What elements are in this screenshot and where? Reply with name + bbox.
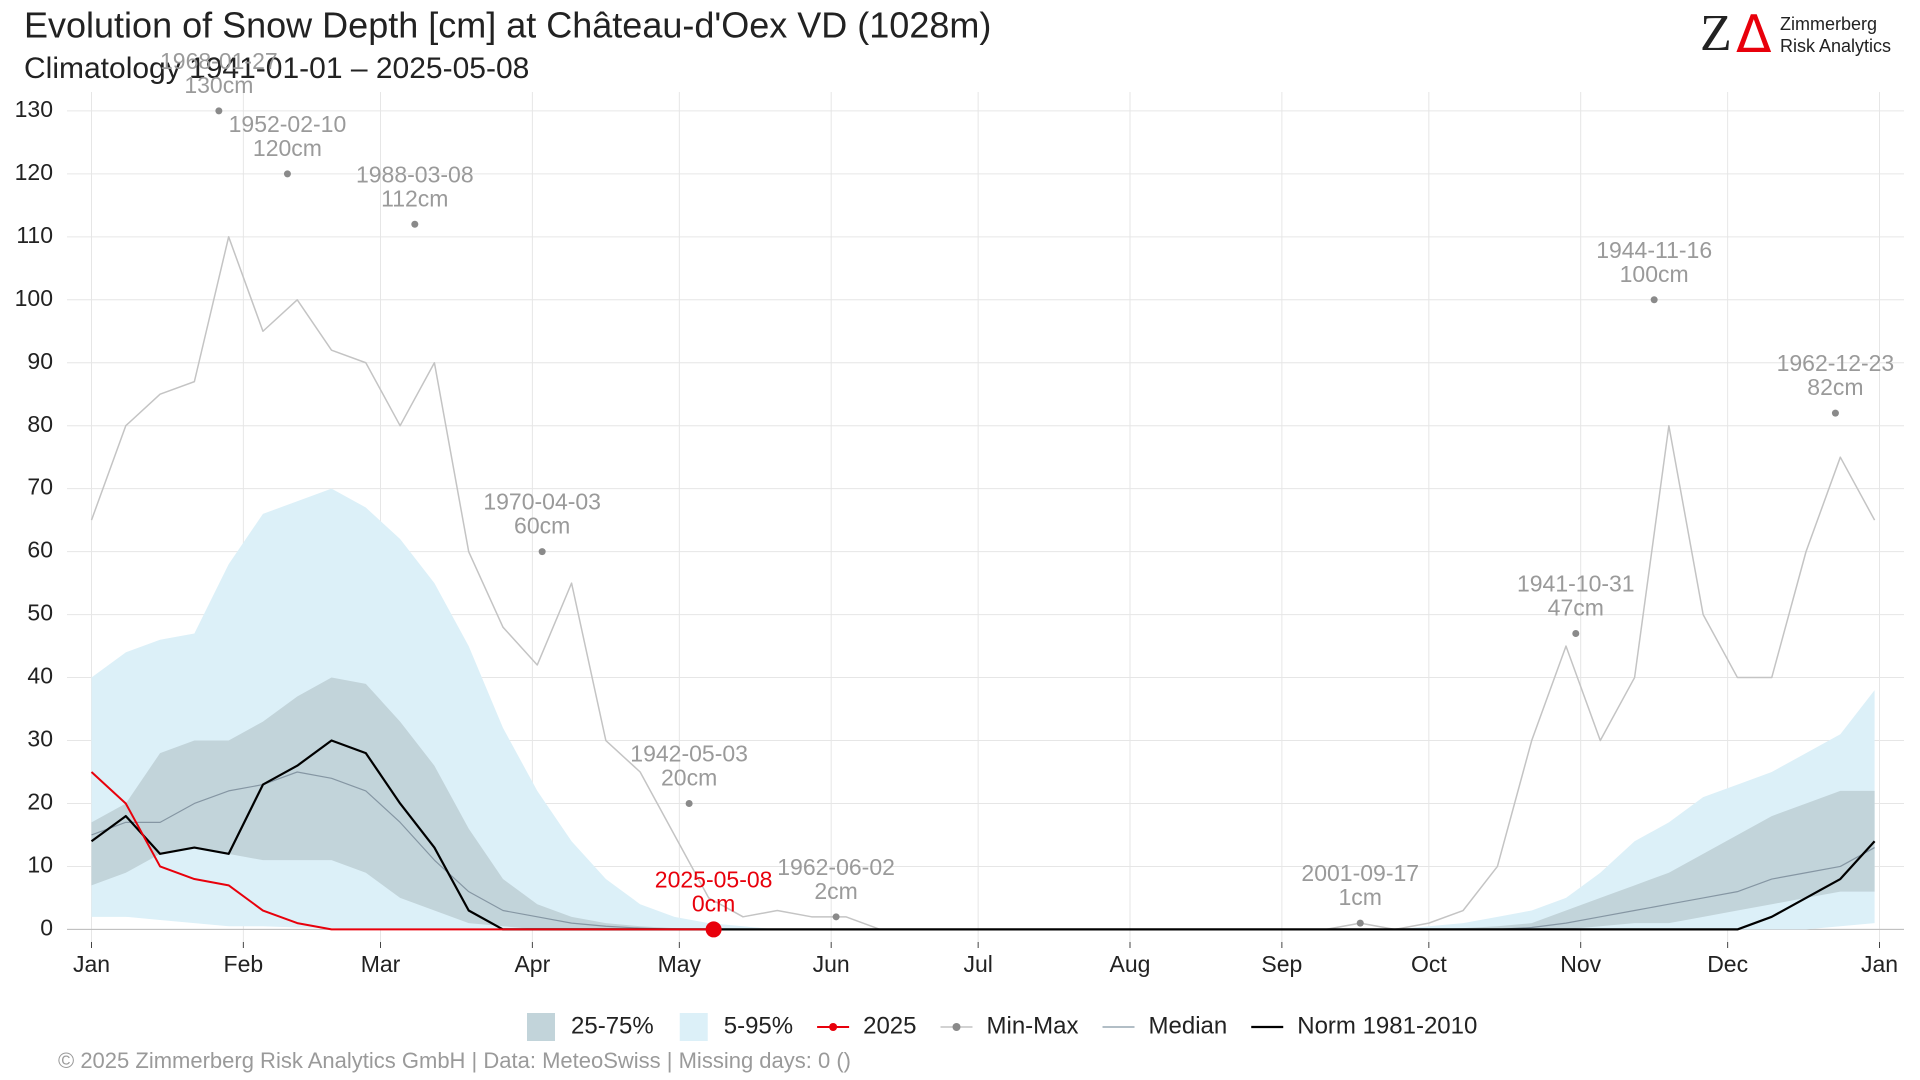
x-tick-label: Apr (514, 951, 550, 977)
annotation-value: 112cm (381, 185, 448, 211)
annotation-point (283, 170, 291, 178)
annotation-date: 1942-05-03 (630, 741, 748, 767)
annotation-value: 82cm (1807, 374, 1863, 400)
x-tick-label: Nov (1560, 951, 1601, 977)
source-note: © 2025 Zimmerberg Risk Analytics GmbH | … (58, 1048, 851, 1073)
legend-label: 5-95% (724, 1012, 793, 1039)
band-area (91, 488, 1875, 930)
annotation-value: 120cm (253, 135, 322, 161)
y-tick-label: 50 (27, 600, 53, 626)
legend-label: 2025 (863, 1012, 916, 1039)
y-tick-label: 100 (15, 285, 53, 311)
legend-item: Min-Max (940, 1012, 1079, 1039)
annotation-point (411, 220, 419, 228)
legend-item: Median (1102, 1012, 1228, 1039)
annotation-point (538, 548, 546, 556)
x-tick-label: Mar (361, 951, 401, 977)
legend-swatch (679, 1013, 708, 1041)
x-tick-label: Oct (1411, 951, 1447, 977)
legend-label: Norm 1981-2010 (1297, 1012, 1477, 1039)
annotation-value: 1cm (1339, 884, 1382, 910)
y-tick-label: 130 (15, 96, 53, 122)
annotation-point (685, 799, 693, 807)
y-tick-label: 40 (27, 663, 53, 689)
chart-title: Evolution of Snow Depth [cm] at Château-… (24, 5, 991, 46)
annotation-value: 60cm (514, 513, 570, 539)
legend-item: 25-75% (527, 1012, 654, 1041)
annotation-point (1650, 296, 1658, 304)
annotation-point (1356, 919, 1364, 927)
legend-item: 2025 (817, 1012, 917, 1039)
y-tick-label: 110 (16, 222, 53, 248)
x-tick-label: Jun (813, 951, 850, 977)
annotation-date: 1988-03-08 (356, 161, 474, 187)
y-tick-label: 80 (27, 411, 53, 437)
y-tick-label: 90 (27, 348, 53, 374)
legend-swatch (527, 1013, 555, 1041)
annotation-value: 20cm (661, 765, 717, 791)
legend-label: Median (1149, 1012, 1228, 1039)
y-tick-label: 0 (40, 914, 53, 940)
annotation-date: 1962-12-23 (1777, 350, 1895, 376)
logo-delta: Δ (1736, 5, 1772, 65)
logo-text: Risk Analytics (1780, 36, 1891, 56)
y-tick-label: 70 (27, 474, 53, 500)
annotation-value: 2cm (814, 878, 857, 904)
annotation-date: 1970-04-03 (483, 489, 601, 515)
logo-text: Zimmerberg (1780, 14, 1877, 34)
legend-marker (829, 1023, 838, 1031)
y-tick-label: 120 (15, 159, 53, 185)
annotation-value: 0cm (692, 890, 735, 916)
annotation-point (705, 921, 722, 938)
x-tick-label: Jan (1861, 951, 1898, 977)
band-area (91, 677, 1875, 930)
logo-z: Z (1700, 5, 1732, 62)
x-tick-label: May (658, 951, 702, 977)
x-tick-label: Dec (1707, 951, 1748, 977)
x-tick-label: Jan (73, 951, 110, 977)
annotation-date: 1944-11-16 (1596, 237, 1712, 263)
annotation-point (832, 913, 840, 921)
x-tick-label: Aug (1110, 951, 1151, 977)
y-tick-label: 60 (27, 537, 53, 563)
logo: Z Δ Zimmerberg Risk Analytics (1700, 5, 1891, 65)
legend-item: Norm 1981-2010 (1251, 1012, 1477, 1039)
annotation-point (215, 107, 223, 115)
y-tick-label: 20 (27, 789, 53, 815)
x-tick-label: Sep (1261, 951, 1302, 977)
annotation-point (1831, 409, 1839, 417)
annotation-date: 1962-06-02 (777, 854, 895, 880)
series-line (90, 739, 1876, 931)
annotation-point (1572, 629, 1580, 637)
legend-label: Min-Max (987, 1012, 1079, 1039)
annotation-date: 2025-05-08 (655, 866, 773, 892)
annotation-date: 2001-09-17 (1301, 860, 1419, 886)
series-line (90, 771, 709, 931)
legend-marker (952, 1023, 961, 1031)
x-tick-label: Feb (224, 951, 264, 977)
legend-label: 25-75% (571, 1012, 654, 1039)
annotation-date: 1952-02-10 (229, 111, 347, 137)
annotation-date: 1968-01-27 (160, 48, 278, 74)
annotation-value: 47cm (1548, 595, 1604, 621)
annotation-date: 1941-10-31 (1517, 571, 1635, 597)
chart-subtitle: Climatology 1941-01-01 – 2025-05-08 (24, 52, 529, 85)
annotation-value: 130cm (184, 72, 253, 98)
annotation-value: 100cm (1620, 261, 1689, 287)
y-tick-label: 30 (27, 726, 53, 752)
x-tick-label: Jul (963, 951, 992, 977)
y-tick-label: 10 (27, 852, 53, 878)
legend-item: 5-95% (679, 1012, 793, 1041)
